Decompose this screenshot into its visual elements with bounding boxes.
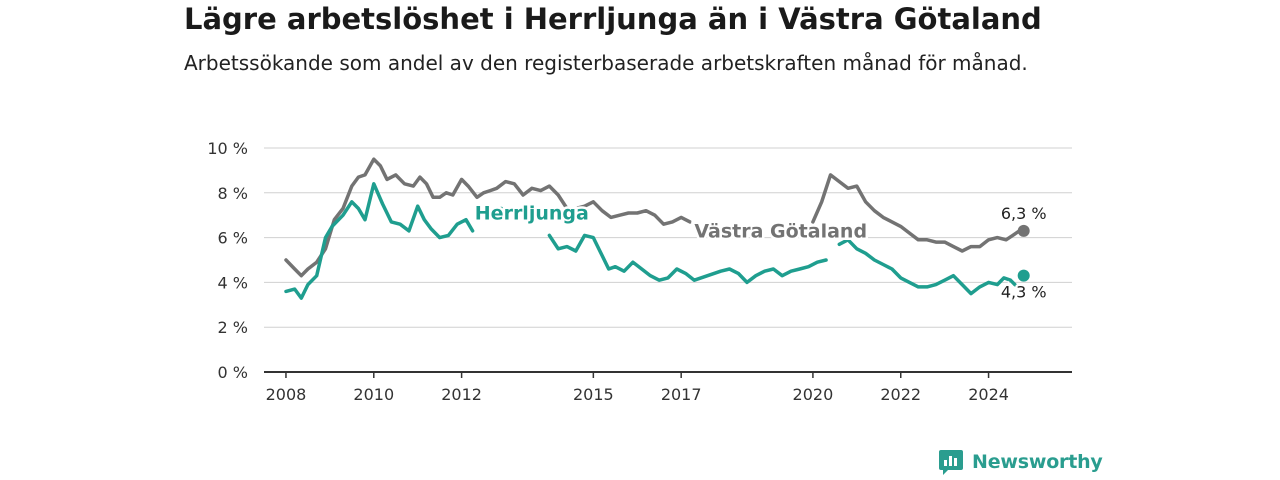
x-tick-label: 2017 (661, 385, 702, 404)
y-tick-label: 6 % (218, 229, 248, 248)
end-point-herrljunga (1017, 269, 1030, 282)
series-label: Västra Götaland (694, 221, 867, 243)
series-lines: 6,3 % 4,3 % (284, 157, 1049, 304)
end-point-västra-götaland (1017, 224, 1030, 237)
y-tick-label: 10 % (207, 139, 248, 158)
y-tick-label: 4 % (218, 273, 248, 292)
y-tick-label: 2 % (218, 318, 248, 337)
series-label: Herrljunga (475, 203, 589, 225)
end-value-label: 4,3 % (1001, 283, 1047, 302)
x-tick-label: 2012 (441, 385, 482, 404)
series-line-västra-götaland (284, 157, 1022, 278)
end-value-label: 6,3 % (1001, 204, 1047, 223)
x-tick-label: 2022 (880, 385, 921, 404)
series-annotations: Herrljunga Västra Götaland (472, 200, 869, 245)
x-tick-label: 2008 (266, 385, 307, 404)
chart-subtitle: Arbetssökande som andel av den registerb… (184, 51, 1028, 75)
series-line-herrljunga (284, 182, 1017, 300)
brand-name: Newsworthy (972, 451, 1103, 473)
x-axis: 2008 2010 2012 2015 2017 2020 2022 2024 (264, 371, 1072, 404)
newsworthy-logo: Newsworthy (938, 448, 1103, 476)
newsworthy-logo-icon (939, 450, 963, 475)
x-tick-label: 2020 (793, 385, 834, 404)
x-tick-label: 2015 (573, 385, 614, 404)
x-tick-label: 2010 (353, 385, 394, 404)
y-tick-label: 8 % (218, 184, 248, 203)
chart-title: Lägre arbetslöshet i Herrljunga än i Väs… (184, 2, 1042, 36)
x-tick-label: 2024 (968, 385, 1009, 404)
y-tick-label: 0 % (218, 363, 248, 382)
y-axis-ticks: 0 % 2 % 4 % 6 % 8 % 10 % (207, 139, 248, 382)
